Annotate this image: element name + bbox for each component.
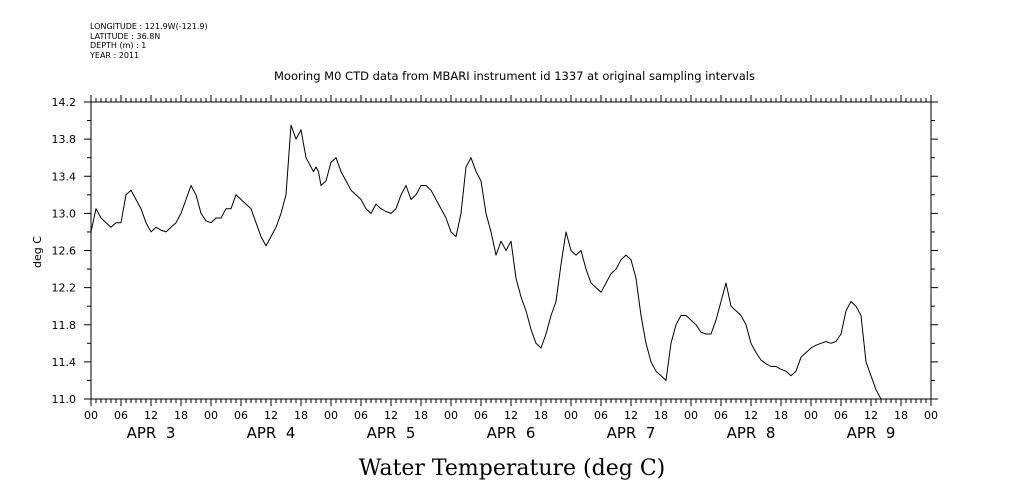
x-tick-label: 12 bbox=[624, 409, 638, 422]
x-tick-label: 06 bbox=[114, 409, 128, 422]
day-label: APR 8 bbox=[727, 424, 776, 442]
x-tick-label: 00 bbox=[84, 409, 98, 422]
ticks bbox=[84, 95, 938, 406]
chart-title: Mooring M0 CTD data from MBARI instrumen… bbox=[274, 69, 755, 83]
x-tick-label: 12 bbox=[744, 409, 758, 422]
x-tick-label: 12 bbox=[264, 409, 278, 422]
day-label: APR 4 bbox=[247, 424, 296, 442]
y-tick-label: 14.2 bbox=[52, 96, 77, 109]
depth-text: DEPTH (m) : 1 bbox=[90, 41, 147, 50]
x-tick-label: 06 bbox=[354, 409, 368, 422]
x-tick-label: 00 bbox=[204, 409, 218, 422]
series-line bbox=[90, 124, 882, 400]
tick-labels: 11.0 11.4 11.8 12.2 12.6 13.0 13.4 13.8 14.2 00 06… bbox=[52, 96, 939, 442]
day-label: APR 5 bbox=[367, 424, 416, 442]
x-tick-label: 06 bbox=[234, 409, 248, 422]
x-tick-label: 18 bbox=[894, 409, 908, 422]
y-tick-label: 11.4 bbox=[52, 356, 77, 369]
x-tick-label: 18 bbox=[294, 409, 308, 422]
latitude-text: LATITUDE : 36.8N bbox=[90, 31, 161, 41]
x-tick-label: 18 bbox=[174, 409, 188, 422]
y-tick-label: 11.0 bbox=[52, 393, 77, 406]
x-tick-label: 12 bbox=[504, 409, 518, 422]
x-tick-label: 06 bbox=[594, 409, 608, 422]
longitude-text: LONGITUDE : 121.9W(-121.9) bbox=[90, 22, 208, 31]
x-tick-label: 00 bbox=[924, 409, 938, 422]
axes bbox=[90, 101, 932, 400]
x-tick-label: 00 bbox=[684, 409, 698, 422]
y-tick-label: 11.8 bbox=[52, 319, 77, 332]
x-tick-label: 12 bbox=[864, 409, 878, 422]
day-label: APR 7 bbox=[607, 424, 656, 442]
x-axis-label: Water Temperature (deg C) bbox=[359, 456, 666, 481]
x-tick-label: 18 bbox=[534, 409, 548, 422]
metadata-block: LONGITUDE : 121.9W(-121.9) LATITUDE : 36.… bbox=[90, 22, 208, 60]
y-axis-label: deg C bbox=[31, 236, 44, 268]
series bbox=[90, 124, 882, 400]
day-label: APR 3 bbox=[127, 424, 176, 442]
y-tick-label: 13.0 bbox=[52, 207, 77, 220]
year-text: YEAR : 2011 bbox=[90, 50, 140, 60]
x-tick-label: 06 bbox=[474, 409, 488, 422]
y-tick-label: 12.2 bbox=[52, 282, 77, 295]
x-tick-label: 18 bbox=[654, 409, 668, 422]
x-tick-label: 00 bbox=[444, 409, 458, 422]
x-tick-label: 18 bbox=[414, 409, 428, 422]
day-label: APR 9 bbox=[847, 424, 896, 442]
y-tick-label: 13.8 bbox=[52, 133, 77, 146]
y-tick-label: 13.4 bbox=[52, 170, 77, 183]
plot-frame bbox=[90, 101, 932, 400]
y-tick-label: 12.6 bbox=[52, 245, 77, 258]
x-tick-label: 18 bbox=[774, 409, 788, 422]
day-label: APR 6 bbox=[487, 424, 536, 442]
x-tick-label: 00 bbox=[804, 409, 818, 422]
x-tick-label: 00 bbox=[564, 409, 578, 422]
x-tick-label: 00 bbox=[324, 409, 338, 422]
x-tick-label: 12 bbox=[144, 409, 158, 422]
x-tick-label: 12 bbox=[384, 409, 398, 422]
x-tick-label: 06 bbox=[714, 409, 728, 422]
x-tick-label: 06 bbox=[834, 409, 848, 422]
